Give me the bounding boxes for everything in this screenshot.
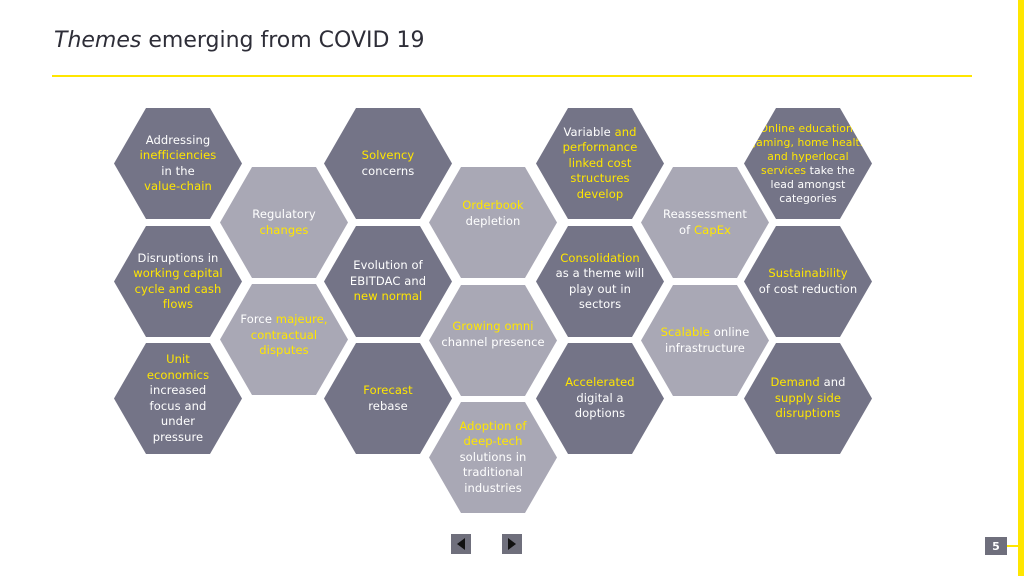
next-slide-button[interactable]	[502, 534, 522, 554]
hex-highlight: Solvency	[361, 148, 415, 162]
hex-unit-economics: Unit economics increased focus and under…	[114, 343, 242, 454]
hex-text: digital a doptions	[574, 390, 626, 421]
hex-text: Disruptions in	[137, 250, 219, 265]
hex-orderbook-depletion: Orderbook depletion	[429, 167, 557, 278]
hex-highlight: Online education, gaming, home health an…	[749, 121, 867, 177]
hex-highlight: performance linked cost structures devel…	[562, 140, 638, 201]
hex-highlight: Forecast	[363, 383, 413, 397]
slide-title: Themes emerging from COVID 19	[54, 28, 424, 53]
hex-highlight: new normal	[353, 289, 423, 304]
hex-highlight: Demand	[770, 375, 820, 390]
hex-highlight: and	[614, 124, 637, 139]
hex-solvency-concerns: Solvency concerns	[324, 108, 452, 219]
hex-text: channel presence	[441, 334, 545, 349]
hex-scalable-infrastructure: Scalable online infrastructure	[641, 285, 769, 396]
hex-highlight: Consolidation	[560, 250, 640, 265]
hex-highlight: supply side disruptions	[774, 390, 842, 421]
hex-forecast-rebase: Forecast rebase	[324, 343, 452, 454]
hex-text: Variable	[563, 124, 611, 139]
hex-growing-omni-channel: Growing omni channel presence	[429, 285, 557, 396]
hex-highlight: Unit economics	[146, 352, 210, 382]
hex-highlight: changes	[259, 222, 309, 237]
right-accent-bar	[1018, 0, 1024, 576]
hex-text: Regulatory	[252, 207, 316, 221]
hex-highlight: majeure, contractual disputes	[250, 312, 328, 358]
hex-highlight: CapEx	[694, 222, 731, 237]
hex-text: Force	[240, 312, 273, 327]
hex-text: Reassessment of	[663, 207, 747, 237]
hex-highlight: working capital cycle and	[133, 266, 223, 296]
hex-addressing-inefficiencies: Addressing inefficiencies in the value-chai…	[114, 108, 242, 219]
hex-text: increased focus and under pressure	[149, 383, 207, 444]
hex-text: Evolution of EBITDAC and	[349, 258, 427, 288]
hex-highlight: cash flows	[162, 281, 222, 312]
hex-consolidation: Consolidation as a theme will play out i…	[536, 226, 664, 337]
hex-text: in the	[161, 163, 195, 178]
hex-highlight: Scalable	[660, 325, 710, 339]
triangle-right-icon	[508, 538, 516, 550]
hex-highlight: inefficiencies	[139, 148, 217, 162]
hex-demand-supply: Demand and supply side disruptions	[744, 343, 872, 454]
hex-text: online infrastructure	[665, 325, 750, 355]
hex-text: as a theme will play out in sectors	[555, 266, 645, 311]
hex-highlight: value-chain	[144, 179, 212, 193]
hex-text: concerns	[361, 163, 415, 178]
page-number: 5	[985, 537, 1007, 555]
hex-highlight: Accelerated	[565, 375, 635, 390]
hex-highlight: Growing omni	[452, 319, 534, 333]
title-underline	[52, 75, 972, 77]
hex-text: Addressing	[145, 132, 211, 147]
title-italic: Themes	[54, 28, 142, 53]
hex-highlight: Adoption of deep-tech	[459, 418, 527, 449]
hex-online-services: Online education, gaming, home health an…	[744, 108, 872, 219]
hex-disruptions-working-capital: Disruptions in working capital cycle and…	[114, 226, 242, 337]
hex-reassessment-capex: Reassessment of CapEx	[641, 167, 769, 278]
hex-evolution-ebitdac: Evolution of EBITDAC and new normal	[324, 226, 452, 337]
page-number-accent	[1007, 545, 1018, 547]
hex-regulatory-changes: Regulatory changes	[220, 167, 348, 278]
hex-text: rebase	[368, 398, 408, 413]
hex-text: and	[823, 375, 846, 390]
hex-text: solutions in traditional industries	[459, 449, 527, 495]
hex-adoption-deep-tech: Adoption of deep-tech solutions in tradi…	[429, 402, 557, 513]
hex-sustainability: Sustainability of cost reduction	[744, 226, 872, 337]
title-rest: emerging from COVID 19	[141, 28, 425, 53]
triangle-left-icon	[457, 538, 465, 550]
hex-text: depletion	[465, 213, 521, 228]
hex-force-majeure: Force majeure, contractual disputes	[220, 284, 348, 395]
hex-highlight: Sustainability	[768, 266, 848, 280]
hex-accelerated-digital: Accelerated digital a doptions	[536, 343, 664, 454]
hex-text: of cost reduction	[758, 281, 858, 296]
hex-text: take the lead amongst categories	[770, 163, 855, 205]
hex-variable-performance: Variable and performance linked cost str…	[536, 108, 664, 219]
hex-highlight: Orderbook	[462, 198, 524, 212]
previous-slide-button[interactable]	[451, 534, 471, 554]
